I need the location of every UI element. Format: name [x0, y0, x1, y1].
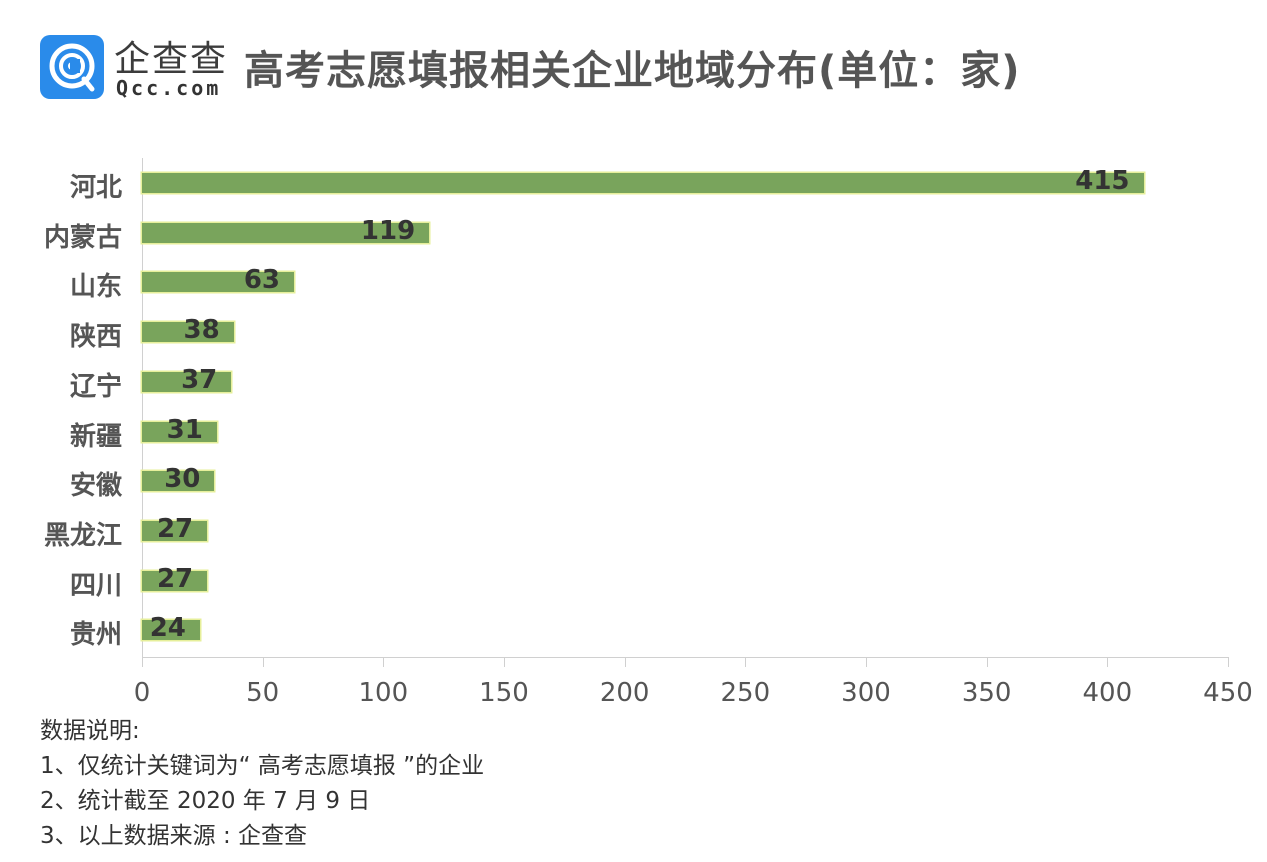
x-axis-tick-label: 300	[841, 678, 891, 708]
category-label: 陕西	[69, 322, 122, 353]
bar-value-label: 415	[1075, 166, 1130, 196]
x-axis-line	[142, 657, 1229, 658]
chart-title: 高考志愿填报相关企业地域分布(单位：家)	[244, 48, 1021, 94]
notes-heading: 数据说明:	[40, 718, 140, 744]
x-axis-tick	[986, 657, 988, 667]
bar-value-label: 27	[156, 513, 194, 544]
bar	[142, 371, 232, 392]
bar-value-label: 24	[149, 613, 186, 644]
bar-value-label: 38	[183, 315, 220, 346]
qcc-logo-icon	[40, 35, 104, 99]
category-label: 内蒙古	[43, 222, 122, 253]
bar-value-label: 31	[166, 414, 203, 445]
x-axis-tick	[866, 657, 867, 667]
bar	[142, 272, 295, 293]
x-axis-tick	[504, 657, 505, 667]
bar	[142, 520, 208, 541]
x-axis-tick-label: 450	[1203, 678, 1253, 708]
category-label: 新疆	[69, 421, 122, 452]
x-axis-tick	[745, 657, 747, 667]
x-axis-tick-label: 200	[599, 678, 650, 708]
bar-value-label: 119	[360, 215, 416, 246]
x-axis-tick	[624, 657, 626, 667]
data-notes: 数据说明: 1、仅统计关键词为“ 高考志愿填报 ”的企业 2、统计截至 2020…	[40, 714, 484, 854]
y-axis-line	[142, 158, 143, 658]
bar	[142, 620, 200, 641]
x-axis-tick-label: 250	[720, 678, 771, 708]
x-axis-tick-label: 50	[246, 678, 280, 708]
bar-value-label: 37	[181, 364, 218, 395]
bar	[142, 173, 1144, 193]
category-label: 山东	[69, 272, 122, 303]
bar	[142, 421, 217, 442]
logo-text-en: Qcc.com	[116, 76, 222, 100]
bar	[142, 471, 215, 492]
x-axis-tick-label: 400	[1082, 678, 1133, 708]
x-axis-tick-label: 0	[133, 678, 151, 708]
category-label: 辽宁	[69, 371, 122, 402]
x-axis-tick	[1107, 657, 1109, 667]
category-label: 贵州	[69, 620, 122, 651]
x-axis-tick-label: 150	[479, 678, 529, 708]
notes-line-1: 1、仅统计关键词为“ 高考志愿填报 ”的企业	[40, 753, 485, 779]
bar	[142, 222, 430, 243]
x-axis-tick	[1228, 657, 1229, 667]
notes-line-3: 3、以上数据来源 : 企查查	[40, 823, 308, 849]
x-axis-tick-label: 100	[358, 678, 409, 708]
x-axis-tick	[262, 657, 264, 667]
x-axis-tick	[142, 657, 143, 667]
logo-text-cn: 企查查	[114, 39, 229, 80]
bar-value-label: 27	[156, 563, 194, 594]
notes-line-2: 2、统计截至 2020 年 7 月 9 日	[40, 788, 371, 814]
bar	[142, 322, 234, 343]
x-axis-tick	[383, 657, 385, 667]
category-label: 安徽	[69, 471, 122, 502]
bar-value-label: 30	[164, 464, 201, 495]
category-label: 四川	[69, 570, 122, 601]
bar	[142, 570, 208, 591]
x-axis-tick-label: 350	[961, 678, 1012, 708]
bar-value-label: 63	[243, 265, 281, 296]
category-label: 河北	[69, 173, 122, 203]
category-label: 黑龙江	[43, 520, 122, 551]
